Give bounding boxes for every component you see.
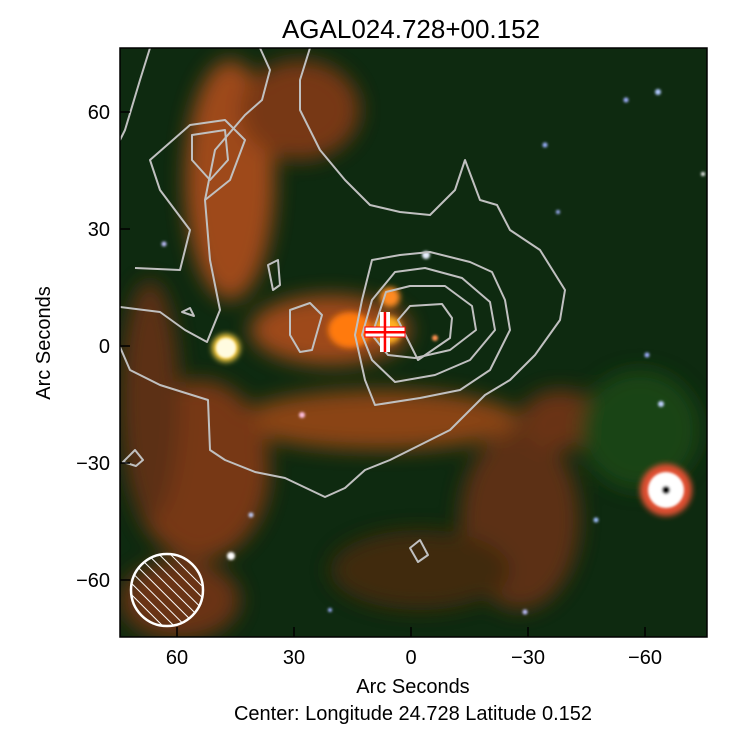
contour-upper-3 bbox=[191, 129, 229, 181]
x-tick-label: −60 bbox=[628, 647, 662, 669]
y-axis-label: Arc Seconds bbox=[33, 286, 55, 399]
contour-3 bbox=[371, 285, 477, 359]
x-axis-label: Arc Seconds bbox=[356, 676, 469, 698]
x-tick-label: 0 bbox=[405, 647, 416, 669]
chart-title: AGAL024.728+00.152 bbox=[282, 14, 540, 44]
contour-upper-2 bbox=[134, 119, 246, 271]
contour-island-1 bbox=[289, 302, 323, 353]
cross-marker-icon bbox=[364, 312, 406, 352]
center-coordinates: Center: Longitude 24.728 Latitude 0.152 bbox=[234, 703, 592, 725]
beam-icon bbox=[129, 552, 205, 628]
y-tick-label: 30 bbox=[88, 219, 110, 241]
contour-1 bbox=[354, 251, 511, 406]
x-ticks bbox=[176, 627, 646, 637]
contour-island-3 bbox=[122, 449, 144, 467]
contour-left bbox=[120, 48, 271, 343]
stars bbox=[161, 89, 705, 615]
contour-2 bbox=[361, 267, 496, 383]
contour-island-2 bbox=[267, 259, 281, 291]
y-tick-label: 0 bbox=[99, 336, 110, 358]
x-tick-label: 60 bbox=[166, 647, 188, 669]
contour-4 bbox=[397, 303, 453, 361]
contour-island-4 bbox=[409, 539, 429, 563]
y-ticks bbox=[120, 111, 130, 581]
y-tick-label: −30 bbox=[76, 453, 110, 475]
y-tick-label: −60 bbox=[76, 570, 110, 592]
x-tick-label: −30 bbox=[511, 647, 545, 669]
plot-frame bbox=[119, 47, 708, 638]
y-tick-label: 60 bbox=[88, 102, 110, 124]
contour-outer bbox=[120, 48, 566, 498]
contour-upper-1 bbox=[120, 48, 151, 141]
sky-image bbox=[120, 48, 707, 637]
x-tick-label: 30 bbox=[283, 647, 305, 669]
contours bbox=[120, 48, 566, 563]
contour-island-5 bbox=[181, 307, 195, 317]
